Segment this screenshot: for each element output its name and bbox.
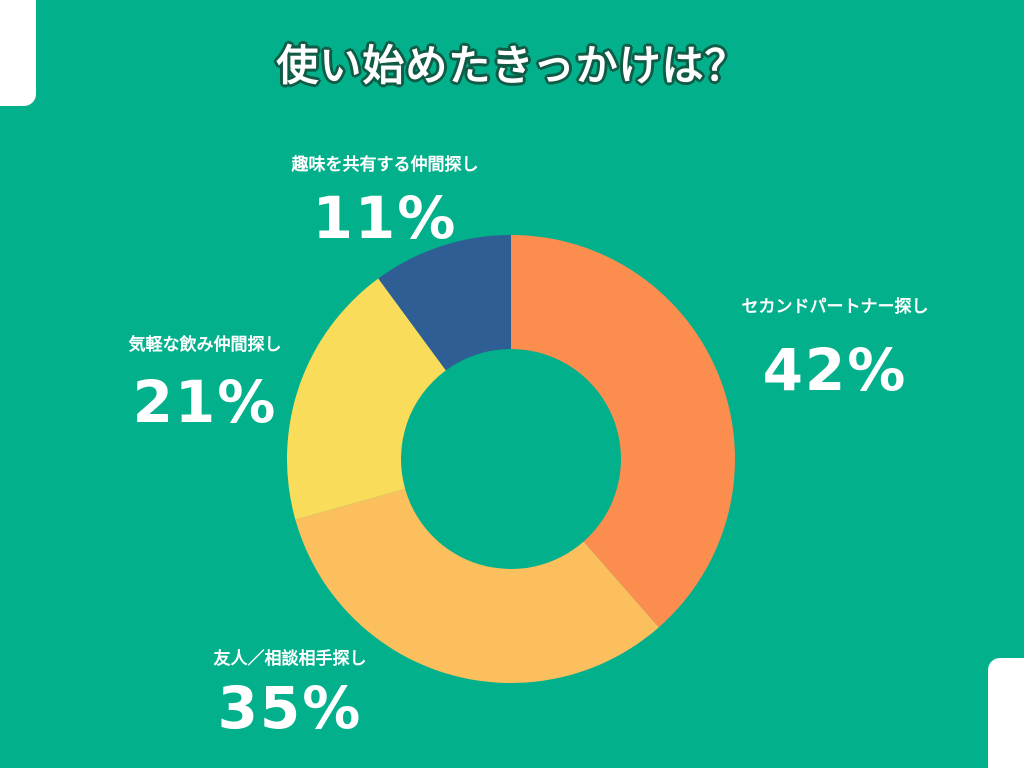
chart-title: 使い始めたきっかけは？ [276, 41, 748, 90]
slice-label-friend: 友人／相談相手探し [213, 649, 367, 669]
corner-decoration-top-left [0, 0, 36, 106]
slice-label-hobby: 趣味を共有する仲間探し [291, 155, 479, 175]
donut-slice-friend [295, 488, 659, 684]
donut-slice-hobby [378, 235, 511, 371]
slice-percent-second-partner: 42% [762, 336, 908, 404]
slice-percent-hobby: 11% [312, 184, 458, 252]
donut-slice-drinking [286, 278, 446, 520]
slice-percent-drinking: 21% [132, 368, 278, 436]
slice-label-second-partner: セカンドパートナー探し [741, 297, 929, 317]
slice-label-drinking: 気軽な飲み仲間探し [128, 335, 282, 355]
donut-slice-second-partner [511, 235, 735, 628]
corner-decoration-bottom-right [988, 658, 1024, 768]
slice-percent-friend: 35% [217, 674, 363, 742]
